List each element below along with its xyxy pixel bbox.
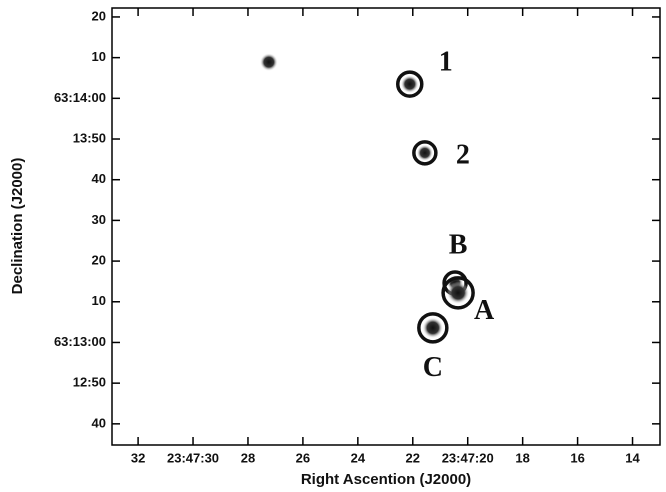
y-tick-label: 30 (92, 212, 106, 227)
x-tick-label: 28 (241, 450, 255, 465)
source-ring (441, 276, 475, 310)
source (416, 144, 434, 162)
source-label: A (474, 295, 495, 326)
source (400, 75, 419, 94)
source-ring (412, 140, 438, 166)
x-tick-label: 24 (351, 450, 366, 465)
y-tick-label: 20 (92, 253, 106, 268)
y-tick-label: 12:50 (73, 375, 106, 390)
x-axis-label: Right Ascention (J2000) (301, 471, 471, 488)
x-tick-label: 23:47:30 (167, 450, 219, 465)
y-axis-label: Declination (J2000) (9, 158, 26, 295)
x-tick-label: 32 (131, 450, 145, 465)
source (422, 317, 444, 339)
x-tick-label: 14 (625, 450, 640, 465)
x-tick-label: 23:47:20 (442, 450, 494, 465)
source-label: 2 (456, 139, 470, 170)
source (259, 53, 278, 72)
y-tick-label: 10 (92, 49, 106, 64)
y-tick-label: 63:14:00 (54, 90, 106, 105)
source-label: C (423, 352, 443, 383)
x-tick-label: 26 (296, 450, 310, 465)
y-tick-label: 63:13:00 (54, 334, 106, 349)
y-tick-label: 40 (92, 415, 106, 430)
x-tick-label: 18 (515, 450, 529, 465)
source-ring (417, 312, 449, 344)
source-label: B (449, 229, 468, 260)
y-tick-label: 20 (92, 8, 106, 23)
y-tick-label: 10 (92, 293, 106, 308)
y-tick-label: 13:50 (73, 130, 106, 145)
y-tick-label: 40 (92, 171, 106, 186)
source-ring (396, 70, 424, 98)
source (446, 281, 470, 305)
x-tick-label: 16 (570, 450, 584, 465)
source-label: 1 (439, 47, 453, 78)
x-tick-label: 22 (406, 450, 420, 465)
plot-frame (111, 7, 661, 446)
